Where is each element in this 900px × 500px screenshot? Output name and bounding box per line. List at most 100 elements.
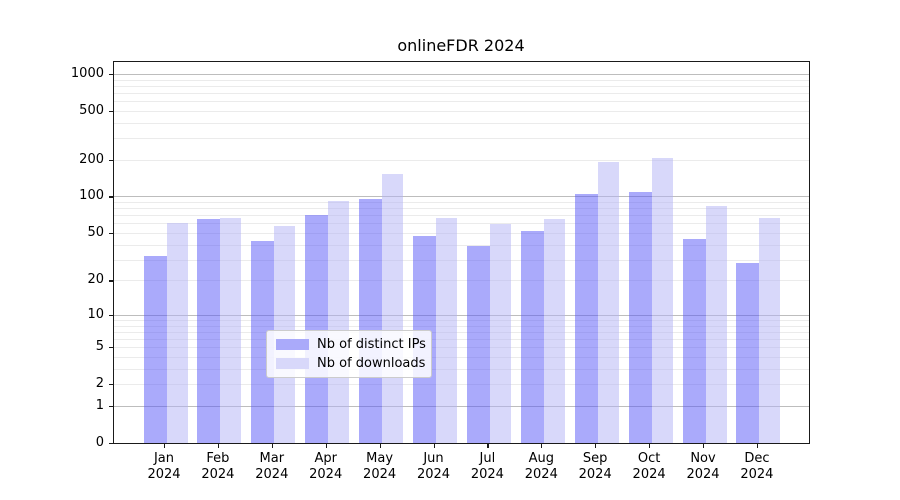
x-tick-label-may-2024: May 2024	[363, 451, 397, 482]
x-tick-mark-sep-2024	[595, 444, 597, 448]
y-tick-label-500: 500	[79, 102, 104, 118]
x-tick-label-jan-2024: Jan 2024	[147, 451, 181, 482]
bar-nb-of-downloads-oct-2024	[651, 158, 673, 443]
x-tick-mark-oct-2024	[649, 444, 651, 448]
y-tick-label-200: 200	[79, 151, 104, 167]
bar-nb-of-downloads-dec-2024	[759, 218, 781, 443]
bar-nb-of-distinct-ips-jul-2024	[466, 245, 490, 443]
x-tick-mark-dec-2024	[756, 444, 759, 448]
bar-nb-of-downloads-apr-2024	[328, 201, 350, 443]
x-tick-mark-mar-2024	[271, 444, 273, 448]
y-tick-mark-10	[109, 314, 113, 317]
gridline-major-1000	[114, 73, 809, 75]
y-tick-label-5: 5	[95, 339, 104, 355]
gridline-minor-20	[114, 280, 809, 282]
y-tick-label-20: 20	[87, 272, 104, 288]
x-tick-mark-may-2024	[379, 444, 381, 448]
bar-nb-of-downloads-sep-2024	[597, 162, 619, 443]
legend-item-nb-of-downloads: Nb of downloads	[276, 356, 425, 371]
gridline-minor-300	[114, 138, 809, 140]
x-tick-label-apr-2024: Apr 2024	[309, 451, 343, 482]
x-tick-label-nov-2024: Nov 2024	[686, 451, 720, 482]
gridline-minor-90	[114, 202, 809, 203]
legend-swatch-nb-of-downloads	[276, 358, 309, 369]
legend-label-nb-of-distinct-ips: Nb of distinct IPs	[317, 337, 426, 352]
y-tick-mark-1000	[109, 73, 113, 76]
gridline-minor-9	[114, 320, 809, 321]
bar-nb-of-distinct-ips-dec-2024	[736, 263, 760, 443]
gridline-minor-700	[114, 92, 809, 94]
y-tick-mark-200	[109, 159, 113, 161]
gridline-minor-8	[114, 325, 809, 327]
bar-nb-of-distinct-ips-nov-2024	[682, 238, 706, 443]
gridline-minor-200	[114, 159, 809, 161]
gridline-minor-7	[114, 331, 809, 333]
bar-nb-of-distinct-ips-apr-2024	[305, 214, 329, 443]
y-tick-label-1: 1	[95, 398, 104, 413]
x-tick-mark-jun-2024	[433, 444, 435, 448]
bar-nb-of-downloads-feb-2024	[220, 217, 242, 443]
gridline-minor-3	[114, 368, 809, 370]
gridline-minor-800	[114, 85, 809, 87]
gridline-minor-400	[114, 122, 809, 124]
chart-title: onlineFDR 2024	[397, 36, 525, 55]
bar-nb-of-downloads-may-2024	[382, 173, 404, 443]
bar-nb-of-downloads-jan-2024	[166, 223, 188, 443]
x-tick-label-sep-2024: Sep 2024	[578, 451, 612, 482]
gridline-minor-4	[114, 357, 809, 358]
bar-nb-of-distinct-ips-jan-2024	[143, 256, 167, 443]
y-tick-mark-1	[109, 406, 113, 408]
y-tick-mark-0	[109, 443, 113, 445]
legend-swatch-nb-of-distinct-ips	[276, 339, 309, 350]
gridline-major-1	[114, 406, 809, 407]
gridline-minor-30	[114, 259, 809, 261]
gridline-minor-600	[114, 101, 809, 103]
bar-nb-of-distinct-ips-sep-2024	[574, 193, 598, 443]
y-tick-mark-50	[109, 232, 113, 235]
y-tick-mark-100	[109, 196, 113, 198]
x-tick-mark-apr-2024	[325, 444, 327, 448]
legend: Nb of distinct IPs Nb of downloads	[266, 330, 432, 378]
gridline-minor-900	[114, 79, 809, 81]
x-tick-label-jul-2024: Jul 2024	[470, 451, 504, 482]
x-tick-label-feb-2024: Feb 2024	[201, 451, 235, 482]
gridline-major-10	[114, 314, 809, 316]
gridline-minor-60	[114, 223, 809, 225]
x-tick-label-dec-2024: Dec 2024	[740, 451, 774, 482]
bar-nb-of-distinct-ips-aug-2024	[520, 230, 544, 443]
plot-area	[113, 61, 810, 444]
bar-nb-of-downloads-nov-2024	[705, 205, 727, 443]
x-tick-mark-aug-2024	[541, 444, 543, 448]
legend-label-nb-of-downloads: Nb of downloads	[317, 356, 426, 371]
gridline-major-100	[114, 196, 809, 198]
y-tick-label-50: 50	[87, 224, 104, 240]
y-tick-label-2: 2	[95, 376, 104, 392]
y-tick-mark-500	[109, 110, 113, 113]
y-tick-mark-5	[109, 347, 113, 349]
x-tick-label-jun-2024: Jun 2024	[416, 451, 451, 482]
gridline-minor-5	[114, 347, 809, 349]
y-tick-label-1000: 1000	[70, 65, 104, 81]
bar-nb-of-distinct-ips-feb-2024	[197, 219, 221, 443]
y-tick-label-100: 100	[79, 188, 104, 204]
legend-item-nb-of-distinct-ips: Nb of distinct IPs	[276, 337, 426, 352]
gridline-minor-70	[114, 215, 809, 217]
y-tick-label-0: 0	[95, 435, 104, 450]
x-tick-mark-nov-2024	[703, 444, 705, 448]
gridline-minor-6	[114, 339, 809, 340]
bar-nb-of-downloads-jul-2024	[489, 224, 511, 443]
x-tick-mark-feb-2024	[217, 444, 220, 448]
bar-nb-of-distinct-ips-oct-2024	[628, 192, 652, 443]
gridline-minor-2	[114, 384, 809, 386]
bar-nb-of-downloads-aug-2024	[543, 219, 565, 443]
bar-nb-of-distinct-ips-may-2024	[359, 199, 383, 443]
bar-nb-of-distinct-ips-mar-2024	[251, 240, 275, 443]
y-tick-mark-2	[109, 384, 113, 386]
x-tick-label-aug-2024: Aug 2024	[524, 451, 558, 482]
x-tick-mark-jul-2024	[487, 444, 489, 448]
bar-nb-of-downloads-jun-2024	[436, 217, 457, 443]
gridline-minor-500	[114, 110, 809, 112]
x-tick-label-mar-2024: Mar 2024	[255, 451, 289, 482]
gridline-minor-50	[114, 232, 809, 234]
